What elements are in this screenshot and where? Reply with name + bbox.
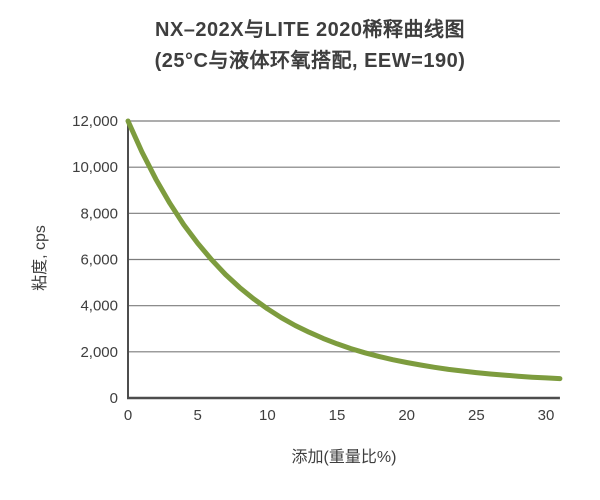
y-tick-label: 8,000: [80, 205, 118, 222]
y-axis-title: 粘度, cps: [32, 225, 49, 291]
y-tick-label: 0: [110, 390, 118, 407]
y-tick-label: 6,000: [80, 252, 118, 269]
chart-subtitle: (25°C与液体环氧搭配, EEW=190): [154, 50, 466, 72]
x-tick-label: 10: [259, 407, 276, 424]
x-tick-label: 5: [193, 407, 201, 424]
y-tick-label: 2,000: [80, 344, 118, 361]
x-tick-label: 20: [398, 407, 415, 424]
x-tick-label: 15: [329, 407, 346, 424]
x-tick-label: 25: [468, 407, 485, 424]
x-tick-label: 0: [124, 407, 132, 424]
x-axis-title: 添加(重量比%): [291, 449, 397, 466]
y-tick-label: 10,000: [72, 159, 118, 176]
y-tick-label: 12,000: [72, 113, 118, 130]
chart-header: NX–202X与LITE 2020稀释曲线图 (25°C与液体环氧搭配, EEW…: [10, 15, 600, 77]
chart-title: NX–202X与LITE 2020稀释曲线图: [155, 19, 465, 41]
y-tick-label: 4,000: [80, 298, 118, 315]
x-tick-label: 30: [538, 407, 555, 424]
dilution-curve: [125, 118, 563, 382]
